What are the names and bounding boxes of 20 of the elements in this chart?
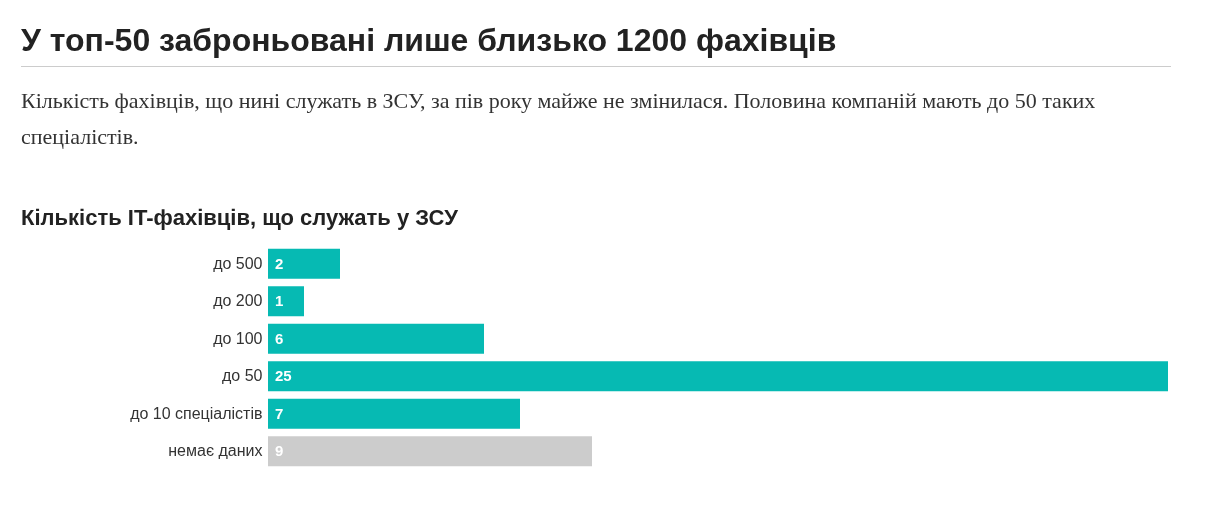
bar (268, 286, 304, 317)
y-tick-label: до 200 (213, 292, 263, 310)
chart-title: У топ-50 заброньовані лише близько 1200 фахівців (21, 0, 1171, 67)
data-label: 1 (275, 292, 284, 310)
data-label: 25 (275, 367, 292, 385)
bar (268, 248, 340, 279)
y-tick-label: до 10 спеціалістів (130, 404, 263, 422)
bar (268, 323, 484, 354)
text: Кількість IT-фахівців, що служать у ЗСУ (21, 205, 459, 231)
bar (268, 361, 1168, 392)
data-label: 2 (275, 254, 284, 272)
y-tick-label: до 500 (213, 254, 263, 272)
data-label: 7 (275, 404, 284, 422)
bar (268, 398, 520, 429)
chart-subtitle: Кількість фахівців, що нині служать в ЗСУ, за пів року майже не змінилася. Половина компаній мають до 50 таких спеціалістів. (21, 87, 1097, 151)
y-tick-label: до 50 (222, 367, 263, 385)
y-tick-label: немає даних (168, 442, 263, 460)
data-label: 6 (275, 329, 284, 347)
bar (268, 436, 592, 467)
y-tick-label: до 100 (213, 329, 263, 347)
